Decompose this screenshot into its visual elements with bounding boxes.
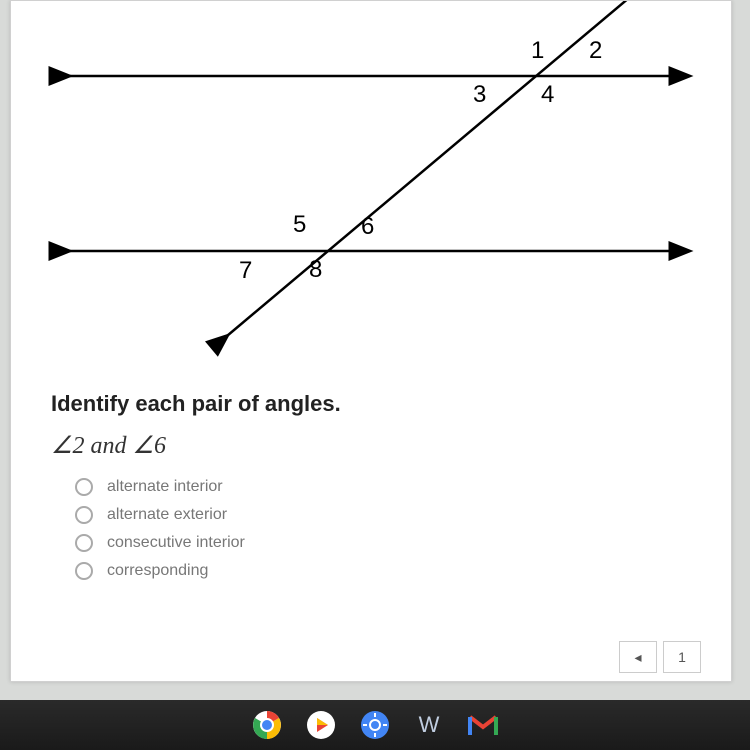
option-label: corresponding: [107, 562, 208, 580]
angle-label-5: 5: [293, 211, 306, 239]
angles-diagram: 1 2 3 4 5 6 7 8: [41, 1, 701, 361]
question-block: Identify each pair of angles. ∠2 and ∠6 …: [51, 391, 691, 590]
page-number[interactable]: 1: [663, 641, 701, 673]
radio-icon: [75, 562, 93, 580]
angle-label-1: 1: [531, 37, 544, 65]
angle-label-6: 6: [361, 213, 374, 241]
option-consecutive-interior[interactable]: consecutive interior: [75, 534, 691, 552]
option-corresponding[interactable]: corresponding: [75, 562, 691, 580]
angle-label-7: 7: [239, 257, 252, 285]
angle-label-8: 8: [309, 256, 322, 284]
word-icon[interactable]: W: [414, 710, 444, 740]
question-subprompt: ∠2 and ∠6: [51, 431, 691, 460]
prev-page-button[interactable]: ◂: [619, 641, 657, 673]
angle-label-4: 4: [541, 81, 554, 109]
option-alternate-interior[interactable]: alternate interior: [75, 478, 691, 496]
pager: ◂ 1: [619, 641, 701, 673]
angle-label-3: 3: [473, 81, 486, 109]
angle-ref-6: ∠6: [133, 433, 167, 459]
option-alternate-exterior[interactable]: alternate exterior: [75, 506, 691, 524]
worksheet-page: 1 2 3 4 5 6 7 8 Identify each pair of an…: [10, 0, 732, 682]
radio-icon: [75, 506, 93, 524]
question-prompt: Identify each pair of angles.: [51, 391, 691, 417]
radio-icon: [75, 534, 93, 552]
radio-icon: [75, 478, 93, 496]
angle-label-2: 2: [589, 37, 602, 65]
option-label: consecutive interior: [107, 534, 245, 552]
and-text: and: [85, 433, 133, 459]
option-label: alternate interior: [107, 478, 223, 496]
angle-ref-2: ∠2: [51, 433, 85, 459]
taskbar: W: [0, 700, 750, 750]
play-icon[interactable]: [306, 710, 336, 740]
gmail-icon[interactable]: [468, 710, 498, 740]
settings-icon[interactable]: [360, 710, 390, 740]
chrome-icon[interactable]: [252, 710, 282, 740]
option-label: alternate exterior: [107, 506, 227, 524]
